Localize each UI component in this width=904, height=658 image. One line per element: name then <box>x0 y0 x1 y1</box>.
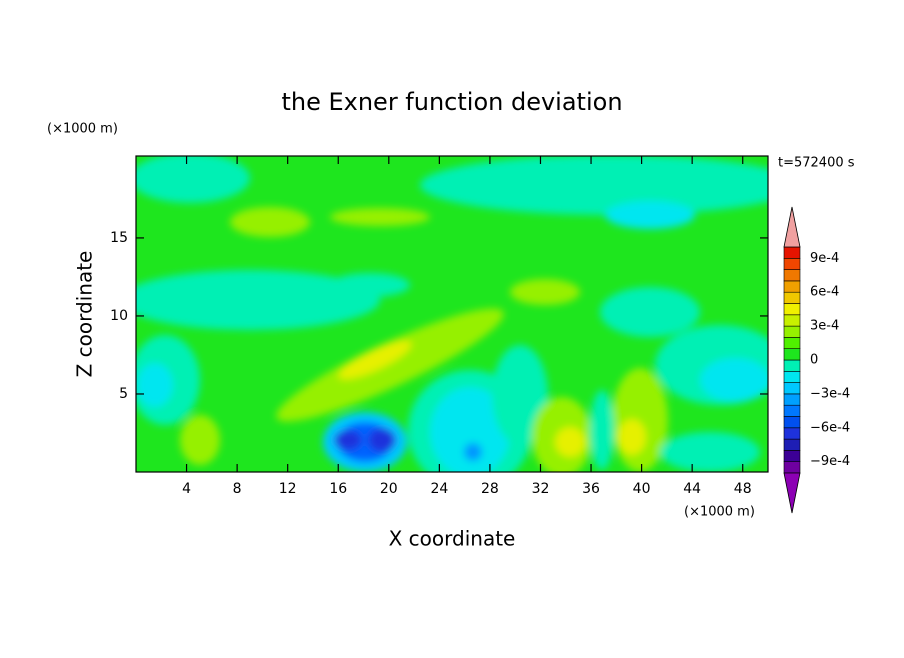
contour-field <box>136 156 768 472</box>
colorbar-band <box>783 393 801 406</box>
colorbar-band <box>783 416 801 429</box>
colorbar-band <box>783 280 801 293</box>
x-tick-label: 8 <box>233 481 242 497</box>
colorbar-label: 6e-4 <box>810 285 839 300</box>
x-tick-label: 4 <box>182 481 191 497</box>
colorbar-band <box>783 404 801 417</box>
colorbar-band <box>783 370 801 383</box>
colorbar-over <box>783 206 801 248</box>
y-axis-label: Z coordinate <box>73 251 97 378</box>
colorbar-band <box>783 359 801 372</box>
colorbar-label: 3e-4 <box>810 319 839 334</box>
colorbar-band <box>783 291 801 304</box>
x-tick-label: 44 <box>683 481 701 497</box>
colorbar-band <box>783 325 801 338</box>
y-tick-label: 5 <box>119 386 128 402</box>
x-tick-label: 12 <box>279 481 297 497</box>
colorbar-under <box>783 472 801 514</box>
colorbar-band <box>783 450 801 462</box>
colorbar-band <box>783 348 801 361</box>
colorbar-band <box>783 246 801 259</box>
x-tick-label: 24 <box>430 481 448 497</box>
colorbar-band <box>783 269 801 282</box>
y-tick-label: 15 <box>110 230 128 246</box>
x-tick-label: 20 <box>380 481 398 497</box>
colorbar-band <box>783 257 801 270</box>
x-tick-label: 16 <box>329 481 347 497</box>
colorbar-band <box>783 461 801 474</box>
colorbar-band <box>783 314 801 327</box>
x-axis-label: X coordinate <box>389 527 516 551</box>
x-tick-label: 36 <box>582 481 600 497</box>
x-unit: (×1000 m) <box>684 505 755 520</box>
x-tick-label: 40 <box>633 481 651 497</box>
colorbar-label: −3e-4 <box>810 386 850 401</box>
colorbar-band <box>783 337 801 349</box>
y-unit: (×1000 m) <box>47 122 118 137</box>
colorbar-band <box>783 303 801 316</box>
colorbar-label: −9e-4 <box>810 454 850 469</box>
x-tick-label: 28 <box>481 481 499 497</box>
colorbar-label: 9e-4 <box>810 251 839 266</box>
time-label: t=572400 s <box>778 156 855 171</box>
colorbar-label: 0 <box>810 353 818 368</box>
colorbar-band <box>783 427 801 440</box>
chart-title: the Exner function deviation <box>281 88 622 116</box>
colorbar-label: −6e-4 <box>810 420 850 435</box>
colorbar-band <box>783 438 801 451</box>
x-tick-label: 32 <box>532 481 550 497</box>
x-tick-label: 48 <box>734 481 752 497</box>
colorbar-band <box>783 382 801 395</box>
y-tick-label: 10 <box>110 308 128 324</box>
plot-frame <box>135 155 769 473</box>
